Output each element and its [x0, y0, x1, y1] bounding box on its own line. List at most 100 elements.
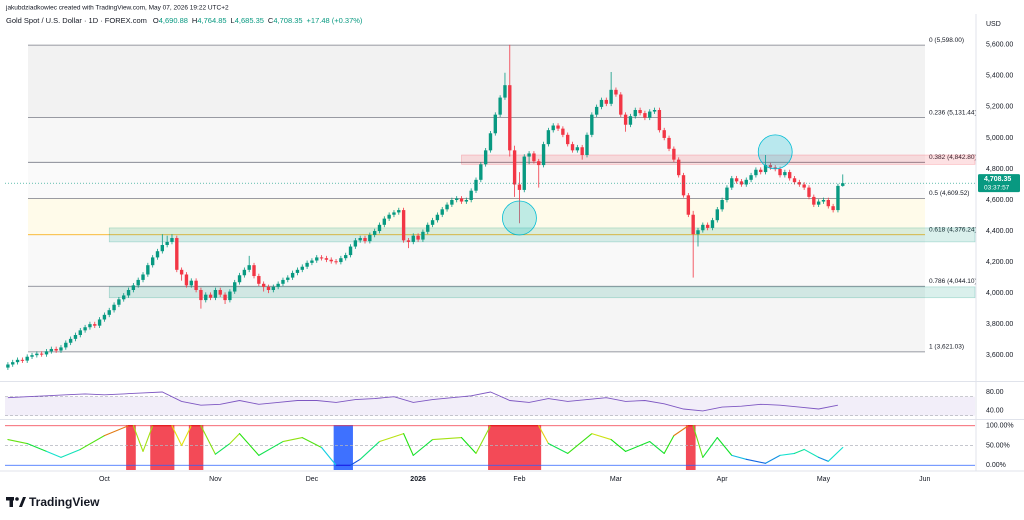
x-tick-label: Jun: [919, 476, 930, 483]
extreme-zone: [685, 425, 696, 470]
oscillator-segment: [321, 446, 337, 466]
candle-body: [426, 224, 430, 232]
candle-body: [792, 178, 797, 183]
candle-body: [503, 85, 507, 98]
candle-body: [440, 209, 444, 215]
candle-body: [257, 276, 261, 284]
candle-body: [686, 195, 691, 215]
oscillator-segment: [649, 440, 665, 454]
candle-body: [749, 175, 753, 180]
oscillator-segment: [731, 454, 747, 460]
oscillator-segment: [45, 450, 62, 458]
logo-text: TradingView: [29, 495, 100, 509]
candle-body: [754, 169, 758, 176]
candle-body: [474, 179, 478, 191]
candle-body: [35, 353, 39, 356]
oscillator-segment: [803, 448, 820, 458]
candle-body: [44, 351, 49, 355]
candle-body: [527, 153, 531, 157]
oscillator-segment: [538, 425, 549, 445]
y-tick-label: 3,600.00: [986, 352, 1013, 359]
y-tick-label: 5,400.00: [986, 73, 1013, 80]
candle-body: [237, 275, 242, 283]
candle-body: [672, 148, 676, 160]
candle-body: [807, 187, 811, 197]
candle-body: [561, 128, 565, 135]
candle-body: [450, 200, 454, 205]
candle-body: [276, 283, 280, 287]
y-tick-label: 100.00%: [986, 423, 1014, 430]
candle-body: [802, 184, 806, 188]
candle-body: [623, 114, 628, 125]
candle-body: [763, 165, 768, 173]
candle-body: [68, 338, 73, 343]
candle-body: [411, 235, 415, 242]
fib-band: [28, 286, 925, 352]
candle-body: [532, 153, 536, 162]
candle-body: [39, 353, 44, 355]
candle-body: [54, 348, 58, 351]
oscillator-segment: [412, 439, 434, 456]
y-tick-label: 5,200.00: [986, 104, 1013, 111]
oscillator-segment: [282, 437, 303, 443]
y-tick-label: 50.00%: [986, 442, 1010, 449]
candle-body: [469, 190, 473, 200]
y-tick-label: 5,600.00: [986, 42, 1013, 49]
candle-body: [575, 147, 580, 151]
candle-body: [64, 342, 68, 348]
y-tick-label: 3,800.00: [986, 321, 1013, 328]
candle-body: [821, 200, 826, 202]
ohlc-value: 4,708.35: [273, 16, 302, 25]
y-tick-label: 80.00: [986, 389, 1004, 396]
candle-body: [363, 238, 367, 242]
candle-body: [619, 94, 623, 115]
candle-body: [59, 347, 63, 351]
oscillator-segment: [103, 425, 130, 437]
oscillator-segment: [258, 440, 284, 456]
candle-body: [841, 183, 845, 186]
highlight-circle: [757, 134, 793, 170]
candle-body: [580, 147, 584, 155]
ohlc-value: 4,685.35: [235, 16, 264, 25]
candle-body: [464, 200, 469, 202]
oscillator-segment: [432, 437, 463, 441]
candle-body: [681, 175, 686, 196]
logo-icon: [19, 497, 26, 507]
candle-body: [228, 291, 232, 301]
extreme-zone: [150, 425, 175, 470]
candle-body: [30, 355, 34, 357]
logo-icon: [15, 497, 19, 501]
last-price-label: 4,708.35: [984, 176, 1011, 183]
candle-body: [305, 262, 309, 267]
symbol-line: Gold Spot / U.S. Dollar · 1D · FOREX.com…: [6, 16, 363, 25]
candle-body: [344, 255, 348, 259]
candle-body: [6, 364, 10, 368]
candle-body: [508, 85, 512, 151]
candle-body: [455, 198, 459, 200]
candle-body: [759, 169, 763, 173]
oscillator-segment: [610, 439, 627, 452]
y-tick-label: 4,600.00: [986, 197, 1013, 204]
fib-label: 0.382 (4,842.80): [929, 154, 977, 161]
last-price-tag: [978, 174, 1020, 193]
candle-body: [126, 290, 131, 296]
candle-body: [691, 214, 695, 235]
oscillator-segment: [403, 433, 414, 456]
candle-body: [778, 168, 782, 176]
oscillator-segment: [460, 437, 477, 454]
candle-body: [725, 187, 729, 200]
candle-body: [49, 348, 54, 352]
ohlc-key: L: [231, 16, 235, 25]
candle-body: [20, 359, 25, 361]
candle-body: [329, 259, 333, 262]
x-tick-label: Dec: [306, 476, 319, 483]
candle-body: [348, 246, 353, 256]
fib-band: [28, 45, 925, 118]
candle-body: [392, 212, 396, 215]
candle-body: [397, 210, 401, 213]
x-tick-label: Oct: [99, 476, 110, 483]
candle-body: [310, 260, 314, 263]
candle-body: [599, 99, 604, 107]
candle-body: [242, 269, 247, 276]
candle-body: [261, 283, 266, 287]
